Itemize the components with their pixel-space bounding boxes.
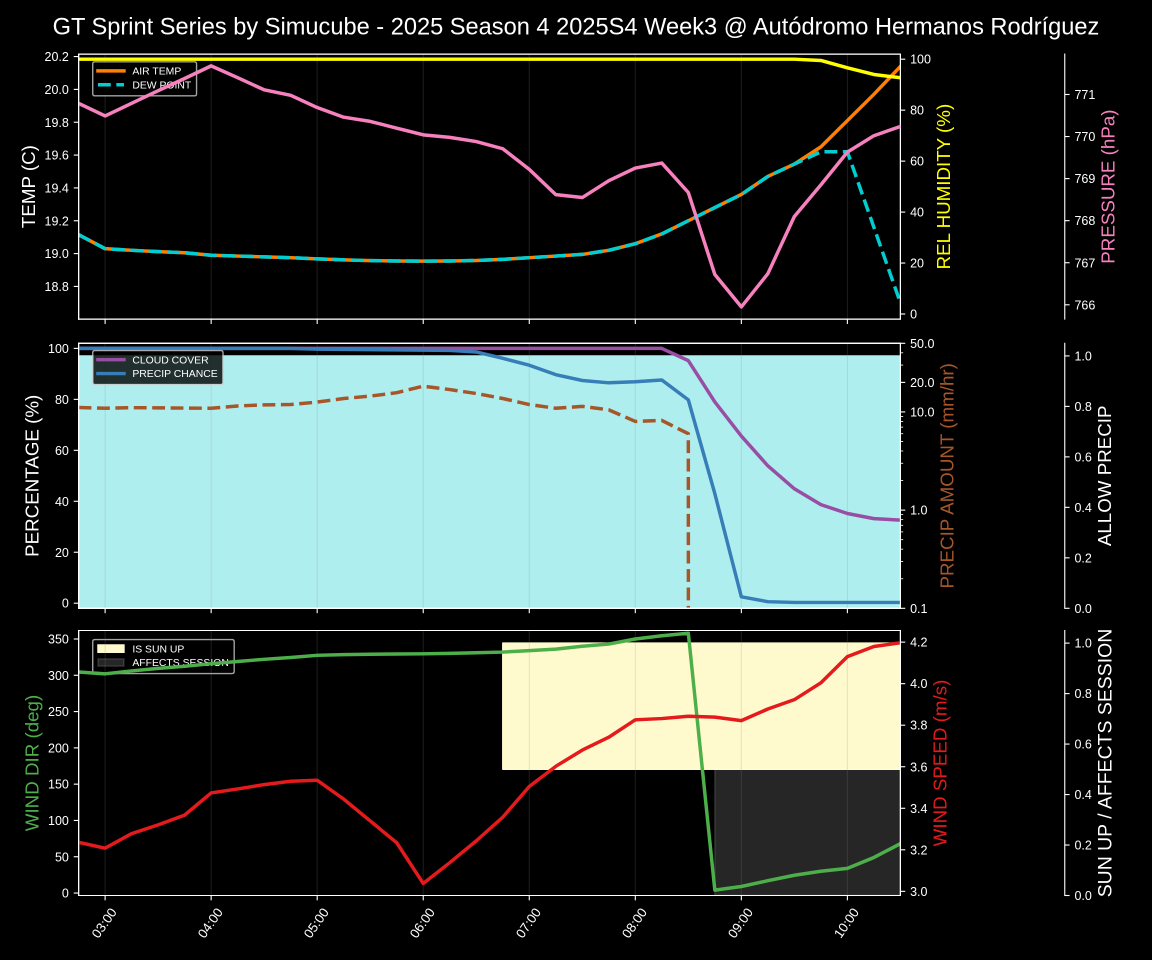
svg-text:0.4: 0.4 (1074, 501, 1091, 515)
svg-text:19.2: 19.2 (45, 214, 69, 228)
svg-text:PERCENTAGE (%): PERCENTAGE (%) (22, 395, 43, 557)
svg-text:0.6: 0.6 (1074, 738, 1091, 752)
svg-text:19.8: 19.8 (45, 116, 69, 130)
svg-text:250: 250 (48, 705, 69, 719)
svg-text:REL HUMIDITY (%): REL HUMIDITY (%) (933, 104, 954, 270)
svg-text:0.8: 0.8 (1074, 400, 1091, 414)
svg-text:1.0: 1.0 (910, 504, 927, 518)
svg-text:769: 769 (1074, 172, 1095, 186)
svg-text:0.0: 0.0 (1074, 889, 1091, 903)
svg-text:768: 768 (1074, 214, 1095, 228)
svg-text:0.0: 0.0 (1074, 602, 1091, 616)
svg-text:300: 300 (48, 669, 69, 683)
svg-text:10.0: 10.0 (910, 405, 934, 419)
svg-text:0.8: 0.8 (1074, 687, 1091, 701)
svg-text:100: 100 (910, 53, 931, 67)
svg-text:3.6: 3.6 (910, 760, 927, 774)
svg-text:766: 766 (1074, 298, 1095, 312)
svg-text:0.2: 0.2 (1074, 839, 1091, 853)
svg-text:80: 80 (55, 393, 69, 407)
svg-text:3.4: 3.4 (910, 802, 927, 816)
svg-text:770: 770 (1074, 130, 1095, 144)
svg-text:3.0: 3.0 (910, 885, 927, 899)
svg-text:19.4: 19.4 (45, 181, 69, 195)
svg-text:ALLOW PRECIP: ALLOW PRECIP (1094, 405, 1115, 546)
svg-text:0.4: 0.4 (1074, 788, 1091, 802)
svg-text:3.8: 3.8 (910, 719, 927, 733)
svg-text:DEW POINT: DEW POINT (132, 80, 192, 91)
svg-text:60: 60 (910, 155, 924, 169)
svg-text:767: 767 (1074, 256, 1095, 270)
svg-text:18.8: 18.8 (45, 280, 69, 294)
svg-text:PRESSURE (hPa): PRESSURE (hPa) (1097, 109, 1118, 263)
svg-text:AFFECTS SESSION: AFFECTS SESSION (132, 658, 229, 669)
svg-text:771: 771 (1074, 88, 1095, 102)
svg-text:50.0: 50.0 (910, 337, 934, 351)
svg-text:PRECIP CHANCE: PRECIP CHANCE (132, 369, 217, 380)
svg-text:20: 20 (55, 546, 69, 560)
svg-text:80: 80 (910, 104, 924, 118)
svg-text:SUN UP / AFFECTS SESSION: SUN UP / AFFECTS SESSION (1095, 629, 1117, 898)
svg-text:20: 20 (910, 257, 924, 271)
svg-text:20.0: 20.0 (910, 376, 934, 390)
svg-text:20.0: 20.0 (45, 83, 69, 97)
svg-text:4.0: 4.0 (910, 677, 927, 691)
svg-text:0.1: 0.1 (910, 602, 927, 616)
svg-text:0: 0 (910, 308, 917, 322)
svg-text:WIND DIR (deg): WIND DIR (deg) (22, 695, 43, 831)
svg-text:1.0: 1.0 (1074, 637, 1091, 651)
svg-text:50: 50 (55, 850, 69, 864)
svg-text:0: 0 (62, 597, 69, 611)
svg-text:350: 350 (48, 633, 69, 647)
svg-text:40: 40 (910, 206, 924, 220)
svg-text:60: 60 (55, 444, 69, 458)
svg-text:0.2: 0.2 (1074, 551, 1091, 565)
svg-text:19.6: 19.6 (45, 149, 69, 163)
svg-text:TEMP (C): TEMP (C) (18, 145, 39, 228)
svg-text:AIR TEMP: AIR TEMP (132, 67, 181, 78)
svg-text:4.2: 4.2 (910, 636, 927, 650)
svg-text:IS SUN UP: IS SUN UP (132, 644, 184, 655)
svg-text:GT Sprint Series by Simucube -: GT Sprint Series by Simucube - 2025 Seas… (53, 15, 1100, 41)
svg-text:200: 200 (48, 741, 69, 755)
svg-text:0.6: 0.6 (1074, 450, 1091, 464)
svg-text:100: 100 (48, 814, 69, 828)
svg-text:150: 150 (48, 778, 69, 792)
svg-text:0: 0 (62, 887, 69, 901)
svg-text:19.0: 19.0 (45, 247, 69, 261)
svg-text:40: 40 (55, 495, 69, 509)
svg-text:3.2: 3.2 (910, 843, 927, 857)
svg-text:CLOUD COVER: CLOUD COVER (132, 355, 209, 366)
svg-text:20.2: 20.2 (45, 50, 69, 64)
svg-text:100: 100 (48, 342, 69, 356)
svg-text:WIND SPEED (m/s): WIND SPEED (m/s) (930, 680, 951, 847)
svg-text:1.0: 1.0 (1074, 349, 1091, 363)
svg-text:PRECIP AMOUNT (mm/hr): PRECIP AMOUNT (mm/hr) (937, 363, 958, 588)
